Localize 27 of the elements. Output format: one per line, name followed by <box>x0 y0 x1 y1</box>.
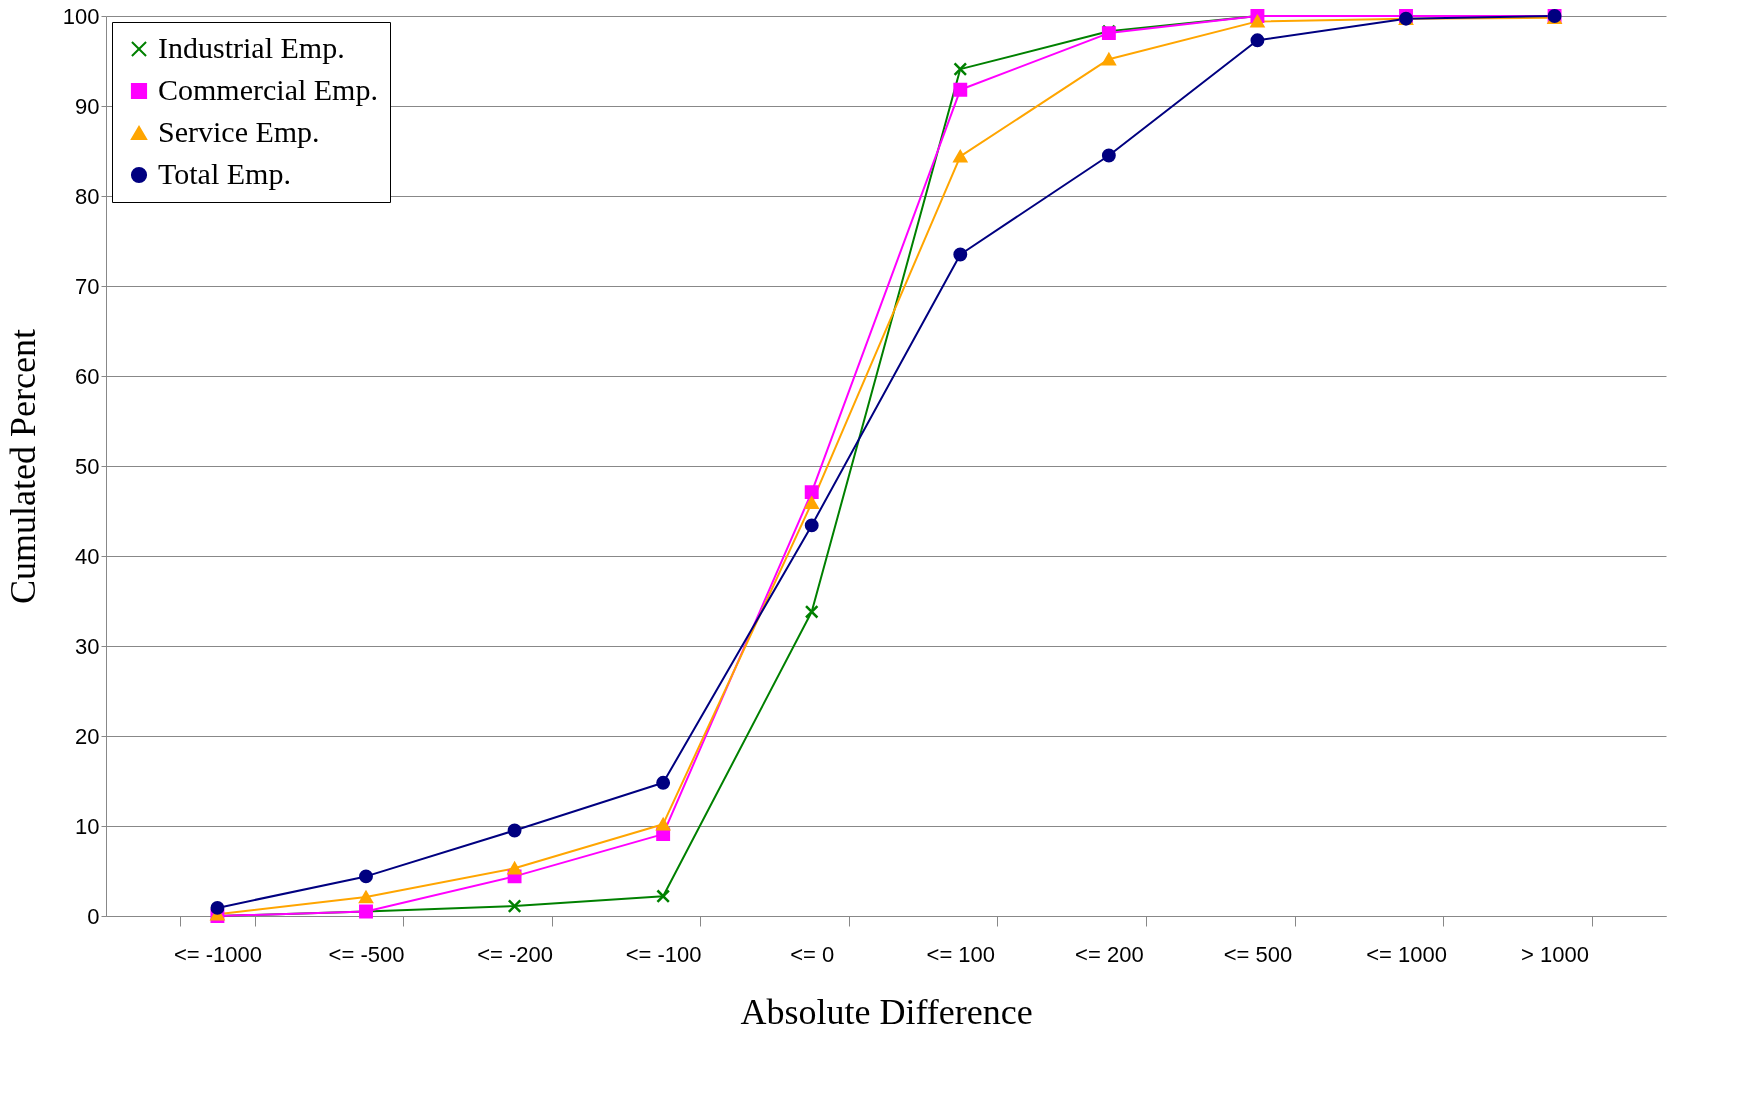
y-tick-label: 90 <box>75 93 100 119</box>
y-tick-label: 10 <box>75 813 100 839</box>
x-tick-label: <= 100 <box>926 941 996 967</box>
y-tick-label: 30 <box>75 633 100 659</box>
legend-label: Industrial Emp. <box>158 31 345 64</box>
x-tick-label: <= -500 <box>328 941 405 967</box>
legend-label: Total Emp. <box>158 157 291 190</box>
y-tick-label: 40 <box>75 543 100 569</box>
legend-label: Service Emp. <box>158 115 320 148</box>
x-tick-label: > 1000 <box>1521 941 1590 967</box>
y-tick-label: 50 <box>75 453 100 479</box>
y-tick-label: 70 <box>75 273 100 299</box>
legend-label: Commercial Emp. <box>158 73 378 106</box>
y-axis-title: Cumulated Percent <box>2 329 43 604</box>
y-tick-label: 20 <box>75 723 100 749</box>
x-tick-label: <= 0 <box>790 941 835 967</box>
x-tick-label: <= -100 <box>625 941 702 967</box>
y-tick-label: 100 <box>62 3 100 29</box>
x-tick-label: <= 200 <box>1075 941 1144 967</box>
x-tick-label: <= -1000 <box>173 941 262 967</box>
y-tick-label: 0 <box>87 903 100 929</box>
x-tick-label: <= 1000 <box>1366 941 1447 967</box>
x-tick-label: <= 500 <box>1223 941 1293 967</box>
y-tick-label: 80 <box>75 183 100 209</box>
x-axis-title: Absolute Difference <box>740 991 1033 1032</box>
x-tick-label: <= -200 <box>477 941 553 967</box>
y-tick-label: 60 <box>75 363 100 389</box>
